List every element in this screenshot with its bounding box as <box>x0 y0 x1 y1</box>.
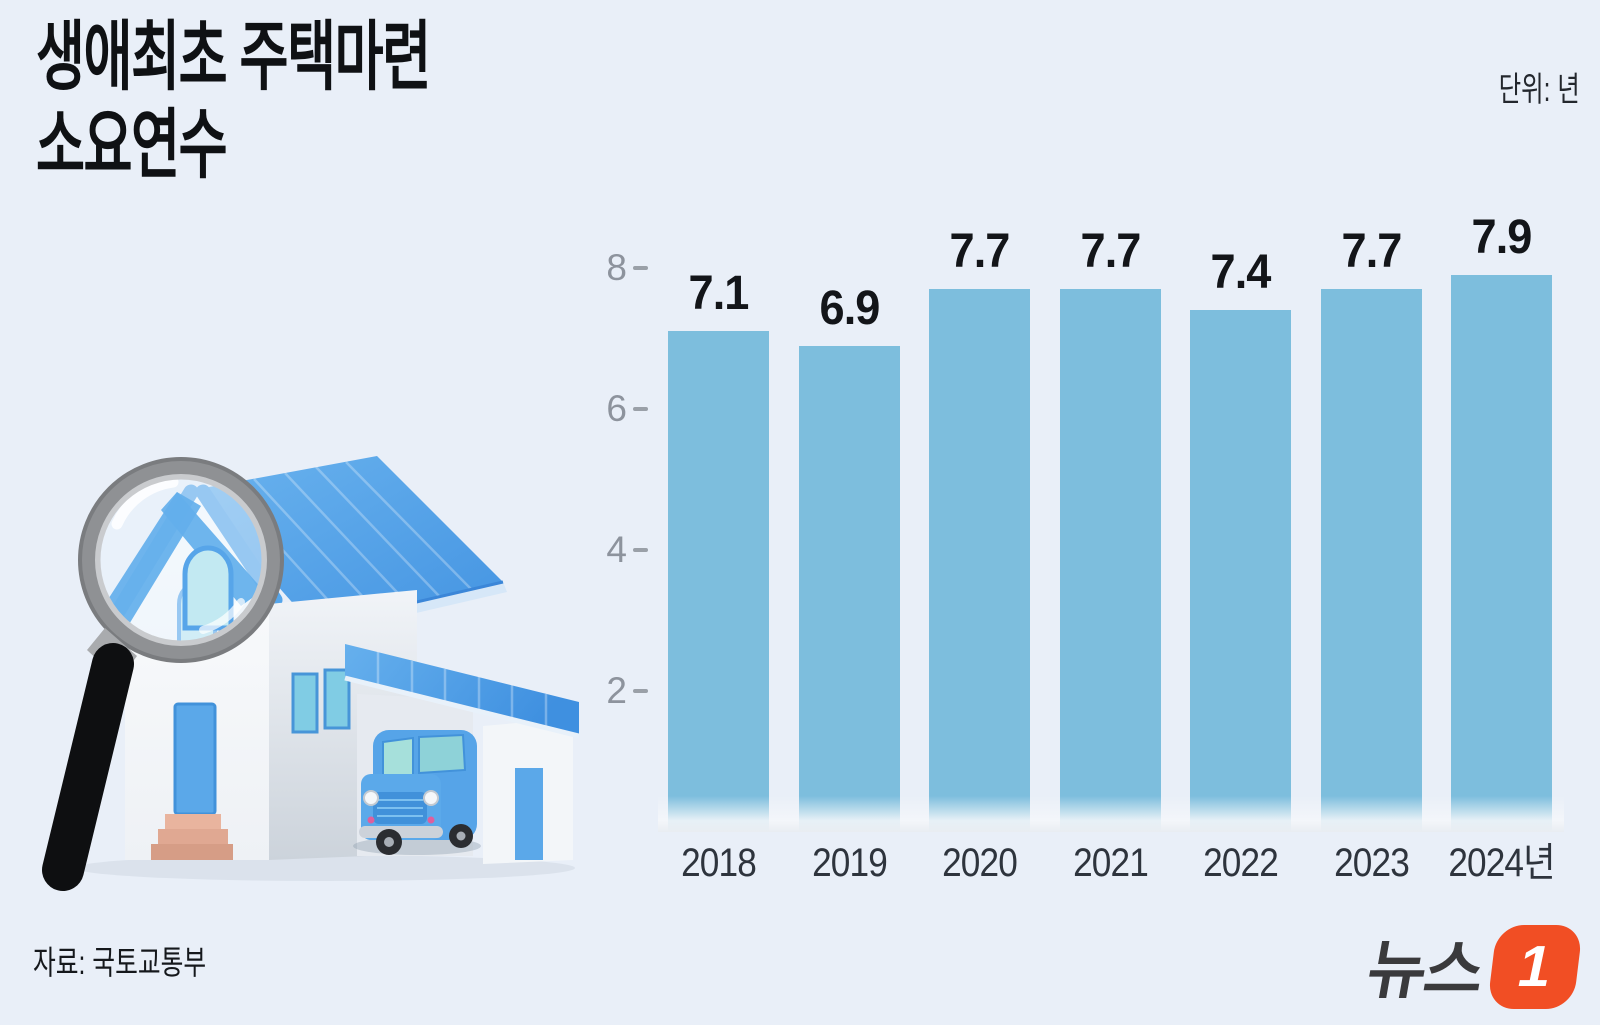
news1-logo-mark: 1 <box>1486 925 1584 1009</box>
title-line-1: 생애최초 주택마련 <box>36 15 431 100</box>
car-illustration <box>353 730 481 855</box>
bar-2019 <box>798 345 900 832</box>
x-axis-label: 2024년 <box>1448 841 1555 885</box>
bar-value-label: 7.7 <box>949 225 1011 279</box>
news1-logo-number: 1 <box>1512 934 1559 999</box>
y-axis-tick-mark <box>633 407 648 411</box>
bar-value-label: 7.9 <box>1471 211 1533 265</box>
bar-value-label: 7.1 <box>688 267 750 321</box>
baseline-fade <box>658 796 1564 832</box>
bar-2022 <box>1190 310 1291 832</box>
x-axis-label: 2018 <box>681 841 757 885</box>
ground-shadow <box>75 855 575 881</box>
y-axis-tick: 4 <box>528 526 648 574</box>
bar-value-label: 7.7 <box>1080 225 1141 279</box>
y-axis-tick-label: 8 <box>606 247 627 288</box>
y-axis-tick: 8 <box>528 244 648 292</box>
title-line-2: 소요연수 <box>36 103 228 188</box>
bar-2018 <box>668 331 769 832</box>
source-label: 자료: 국토교통부 <box>33 944 207 981</box>
y-axis-tick-mark <box>633 548 648 552</box>
x-axis-label: 2019 <box>811 841 888 885</box>
page-title: 생애최초 주택마련 소요연수 <box>36 14 598 190</box>
unit-label: 단위: 년 <box>1498 71 1580 109</box>
y-axis-tick-label: 6 <box>606 388 627 429</box>
y-axis-tick-label: 4 <box>606 529 627 570</box>
bar-2023 <box>1320 289 1422 832</box>
y-axis-tick: 2 <box>528 667 648 715</box>
house-magnifier-illustration <box>42 456 580 891</box>
news1-logo-text: 뉴스 <box>1361 934 1489 1007</box>
magnifying-glass-icon <box>42 457 284 891</box>
x-axis-label: 2022 <box>1203 841 1279 885</box>
bar-2024년 <box>1451 275 1552 832</box>
bar-2021 <box>1059 289 1161 832</box>
news1-logo: 뉴스 1 <box>1362 925 1584 1009</box>
bar-2020 <box>929 289 1030 832</box>
bar-value-label: 6.9 <box>819 281 880 335</box>
y-axis-tick: 6 <box>528 385 648 433</box>
x-axis-label: 2023 <box>1333 841 1410 885</box>
x-axis-label: 2021 <box>1072 841 1149 885</box>
y-axis-tick-mark <box>633 266 648 270</box>
bar-value-label: 7.7 <box>1341 225 1402 279</box>
bar-value-label: 7.4 <box>1210 246 1272 300</box>
y-axis-tick-mark <box>633 689 648 693</box>
y-axis-tick-label: 2 <box>606 670 627 711</box>
x-axis-label: 2020 <box>942 841 1018 885</box>
